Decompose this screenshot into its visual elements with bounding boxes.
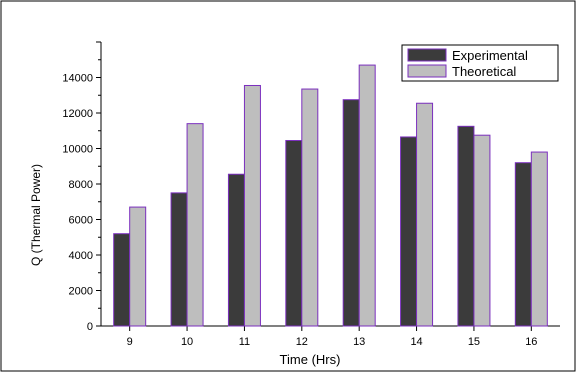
bar-experimental-13 (342, 99, 360, 327)
legend-swatch-theoretical (407, 64, 447, 78)
y-axis-label: Q (Thermal Power) (29, 164, 43, 266)
legend-label-theoretical: Theoretical (452, 64, 516, 79)
bar-theoretical-12 (301, 88, 319, 327)
bar-theoretical-16 (530, 151, 548, 327)
x-tick-label: 11 (239, 336, 250, 348)
y-tick-label: 0 (87, 321, 93, 333)
bar-experimental-15 (457, 125, 475, 327)
y-tick-label: 14000 (62, 73, 93, 85)
bar-experimental-11 (227, 173, 245, 327)
y-tick-label: 8000 (69, 179, 93, 191)
x-tick-label: 9 (127, 336, 133, 348)
bar-experimental-10 (170, 192, 188, 327)
x-tick-label: 13 (353, 336, 365, 348)
legend-label-experimental: Experimental (452, 48, 528, 63)
x-tick-label: 14 (410, 336, 422, 348)
x-axis: 9 10 11 12 13 14 15 16 (101, 325, 560, 348)
y-tick-label: 10000 (62, 144, 93, 156)
legend-swatch-experimental (407, 48, 447, 62)
x-tick-label: 16 (525, 336, 537, 348)
bar-experimental-16 (514, 162, 532, 327)
y-tick-label: 6000 (69, 215, 93, 227)
bar-theoretical-11 (243, 84, 261, 327)
bar-theoretical-13 (358, 64, 376, 327)
bar-theoretical-14 (416, 102, 434, 327)
y-tick-label: 2000 (69, 286, 93, 298)
bar-theoretical-9 (129, 206, 147, 327)
y-axis: 0 2000 4000 6000 8000 10000 12000 14000 (62, 41, 102, 333)
bar-experimental-9 (113, 233, 131, 327)
x-tick-label: 10 (181, 336, 193, 348)
bars (113, 64, 548, 327)
bar-experimental-14 (400, 136, 418, 327)
bar-theoretical-10 (186, 123, 204, 327)
x-axis-label: Time (Hrs) (280, 352, 341, 367)
bar-experimental-12 (285, 140, 303, 327)
y-tick-label: 12000 (62, 108, 93, 120)
x-tick-label: 15 (468, 336, 480, 348)
x-tick-label: 12 (296, 336, 308, 348)
y-tick-label: 4000 (69, 250, 93, 262)
bar-theoretical-15 (473, 134, 491, 327)
